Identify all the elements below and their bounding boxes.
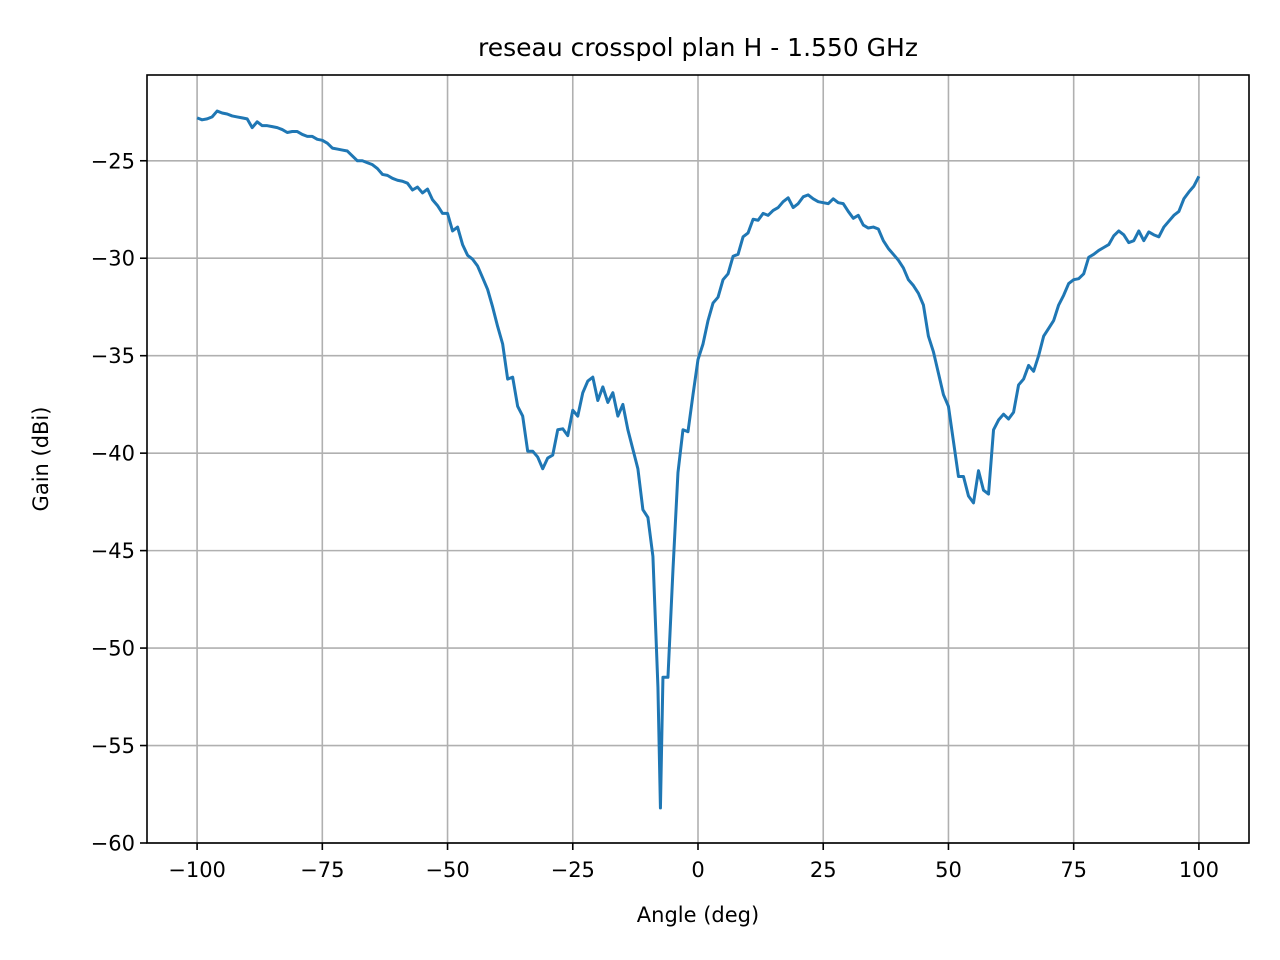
x-tick-label: 0: [691, 858, 704, 882]
y-tick-label: −25: [91, 149, 135, 173]
y-axis-label: Gain (dBi): [29, 407, 53, 512]
x-tick-label: −25: [551, 858, 595, 882]
y-tick-label: −60: [91, 832, 135, 856]
x-axis-label: Angle (deg): [637, 903, 759, 927]
x-tick-label: −75: [300, 858, 344, 882]
tick-marks: [140, 159, 1200, 850]
chart-title: reseau crosspol plan H - 1.550 GHz: [478, 33, 918, 62]
x-tick-label: 50: [935, 858, 962, 882]
x-tick-label: −50: [425, 858, 469, 882]
grid-lines: [147, 75, 1249, 844]
y-tick-label: −50: [91, 637, 135, 661]
x-tick-label: 25: [810, 858, 837, 882]
x-tick-label: 100: [1179, 858, 1219, 882]
y-tick-label: −55: [91, 734, 135, 758]
x-tick-label: 75: [1060, 858, 1087, 882]
x-tick-labels: −100 −75 −50 −25 0 25 50 75 100: [168, 858, 1219, 882]
y-tick-labels: −25 −30 −35 −40 −45 −50 −55 −60: [91, 149, 135, 855]
x-tick-label: −100: [168, 858, 226, 882]
series-layer: [196, 109, 1201, 810]
y-tick-label: −30: [91, 247, 135, 271]
y-tick-label: −40: [91, 442, 135, 466]
y-tick-label: −35: [91, 344, 135, 368]
series-line: [196, 109, 1201, 810]
y-tick-label: −45: [91, 539, 135, 563]
